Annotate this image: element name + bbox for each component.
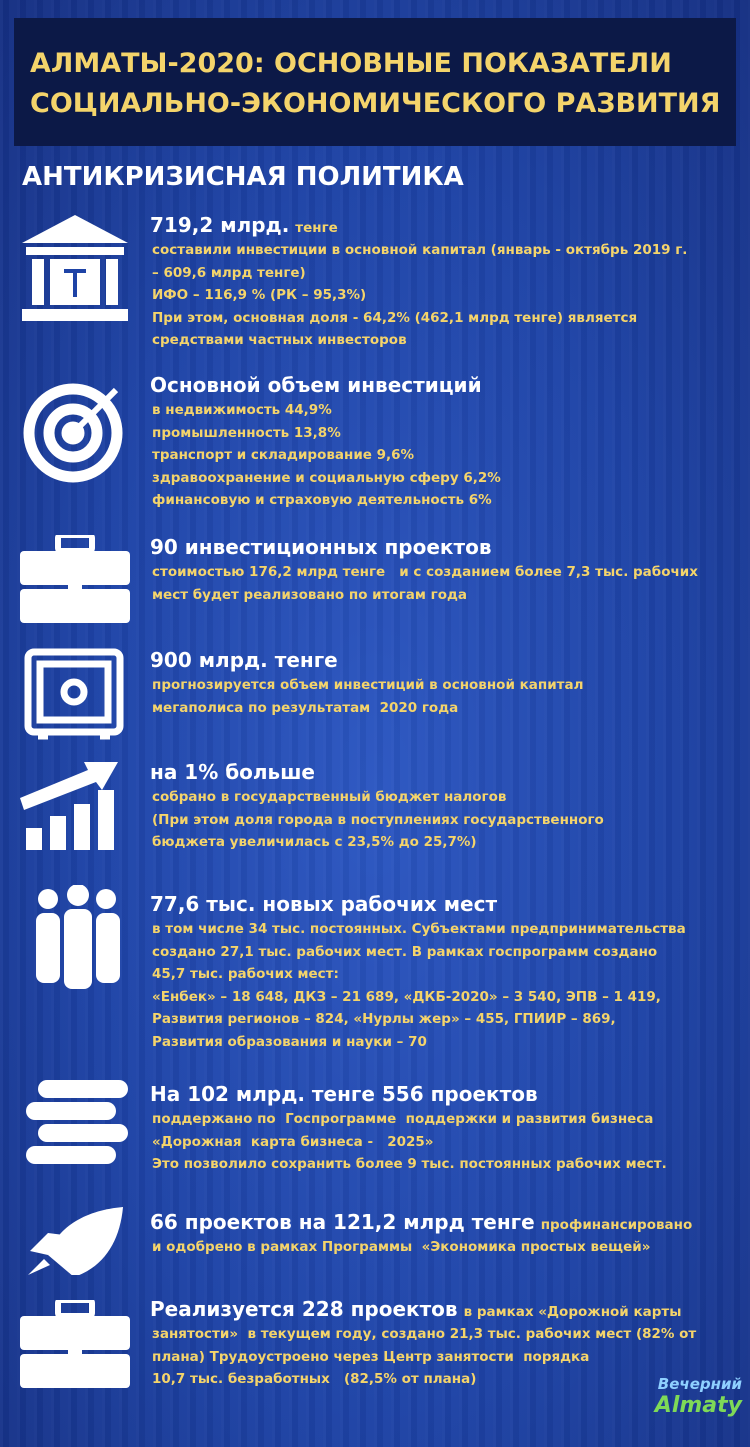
item-line: ИФО – 116,9 % (РК – 95,3%) xyxy=(152,287,367,303)
heading-note: профинансировано xyxy=(540,1217,693,1233)
item-line: мест будет реализовано по итогам года xyxy=(152,586,467,603)
rocket-icon xyxy=(28,1207,123,1275)
people-icon xyxy=(36,885,120,989)
item-line: в том числе 34 тыс. постоянных. Субъекта… xyxy=(152,921,686,937)
heading-text: 719,2 млрд. xyxy=(150,213,290,237)
item-line: Это позволило сохранить более 9 тыс. пос… xyxy=(152,1156,667,1172)
heading-text: на 1% больше xyxy=(150,760,315,784)
item-line: При этом, основная доля - 64,2% (462,1 м… xyxy=(152,309,638,326)
heading-text: 90 инвестиционных проектов xyxy=(150,535,492,559)
header-band xyxy=(14,18,736,146)
item-heading: 900 млрд. тенге xyxy=(150,648,338,672)
logo: Вечерний Almaty xyxy=(655,1375,742,1418)
item-line: Развития образования и науки – 70 xyxy=(152,1033,427,1050)
briefcase-icon xyxy=(20,1300,130,1388)
item-line: и одобрено в рамках Программы «Экономика… xyxy=(152,1239,651,1255)
item-line: прогнозируется объем инвестиций в основн… xyxy=(152,677,584,693)
growth-icon xyxy=(20,762,118,850)
header-title: АЛМАТЫ-2020: ОСНОВНЫЕ ПОКАЗАТЕЛИ xyxy=(30,48,672,79)
item-heading: На 102 млрд. тенге 556 проектов xyxy=(150,1082,538,1106)
item-line: мегаполиса по результатам 2020 года xyxy=(152,699,459,716)
section-title: АНТИКРИЗИСНАЯ ПОЛИТИКА xyxy=(22,162,464,192)
item-line: 10,7 тыс. безработных (82,5% от плана) xyxy=(152,1371,477,1387)
logo-line: Almaty xyxy=(654,1393,742,1418)
item-line: финансовую и страховую деятельность 6% xyxy=(152,492,492,508)
item-line: стоимостью 176,2 млрд тенге и с создание… xyxy=(152,564,698,580)
item-line: создано 27,1 тыс. рабочих мест. В рамках… xyxy=(152,943,658,960)
item-line: поддержано по Госпрограмме поддержки и р… xyxy=(152,1111,654,1127)
item-line: (При этом доля города в поступлениях гос… xyxy=(152,811,604,828)
item-line: составили инвестиции в основной капитал … xyxy=(152,242,688,258)
item-heading: на 1% больше xyxy=(150,760,315,784)
item-line: плана) Трудоустроено через Центр занятос… xyxy=(152,1348,590,1365)
item-line: собрано в государственный бюджет налогов xyxy=(152,789,507,805)
item-heading: Основной объем инвестиций xyxy=(150,373,482,397)
item-line: средствами частных инвесторов xyxy=(152,332,407,348)
item-line: «Енбек» – 18 648, ДКЗ – 21 689, «ДКБ-202… xyxy=(152,988,661,1005)
item-line: 45,7 тыс. рабочих мест: xyxy=(152,966,339,982)
briefcase-icon xyxy=(20,535,130,623)
heading-note: тенге xyxy=(295,220,338,236)
heading-text: На 102 млрд. тенге 556 проектов xyxy=(150,1082,538,1106)
item-line: транспорт и складирование 9,6% xyxy=(152,447,415,463)
item-line: бюджета увеличилась с 23,5% до 25,7%) xyxy=(152,834,477,850)
target-icon xyxy=(23,383,123,483)
heading-text: 900 млрд. тенге xyxy=(150,648,338,672)
safe-icon xyxy=(24,648,124,740)
item-heading: 90 инвестиционных проектов xyxy=(150,535,491,559)
item-line: промышленность 13,8% xyxy=(152,424,341,441)
item-line: Развития регионов – 824, «Нурлы жер» – 4… xyxy=(152,1011,616,1027)
coins-icon xyxy=(26,1080,128,1164)
header-title: СОЦИАЛЬНО-ЭКОНОМИЧЕСКОГО РАЗВИТИЯ xyxy=(30,88,721,119)
item-line: занятости» в текущем году, создано 21,3 … xyxy=(152,1326,697,1342)
item-heading: 77,6 тыс. новых рабочих мест xyxy=(150,892,497,916)
item-line: в недвижимость 44,9% xyxy=(152,402,332,418)
bank-icon xyxy=(22,215,128,321)
heading-text: 77,6 тыс. новых рабочих мест xyxy=(150,892,498,916)
logo-line: Вечерний xyxy=(657,1375,742,1393)
item-heading: 719,2 млрд. тенге xyxy=(150,213,338,237)
item-line: здравоохранение и социальную сферу 6,2% xyxy=(152,469,501,486)
item-line: – 609,6 млрд тенге) xyxy=(152,264,306,281)
item-heading: 66 проектов на 121,2 млрд тенге профинанс… xyxy=(150,1210,692,1234)
heading-text: 66 проектов на 121,2 млрд тенге xyxy=(150,1210,535,1234)
item-line: «Дорожная карта бизнеса - 2025» xyxy=(152,1133,434,1150)
heading-text: Основной объем инвестиций xyxy=(150,373,482,397)
item-heading: Реализуется 228 проектов в рамках «Дорожн… xyxy=(150,1297,681,1321)
heading-note: в рамках «Дорожной карты xyxy=(463,1304,682,1320)
heading-text: Реализуется 228 проектов xyxy=(150,1297,458,1321)
